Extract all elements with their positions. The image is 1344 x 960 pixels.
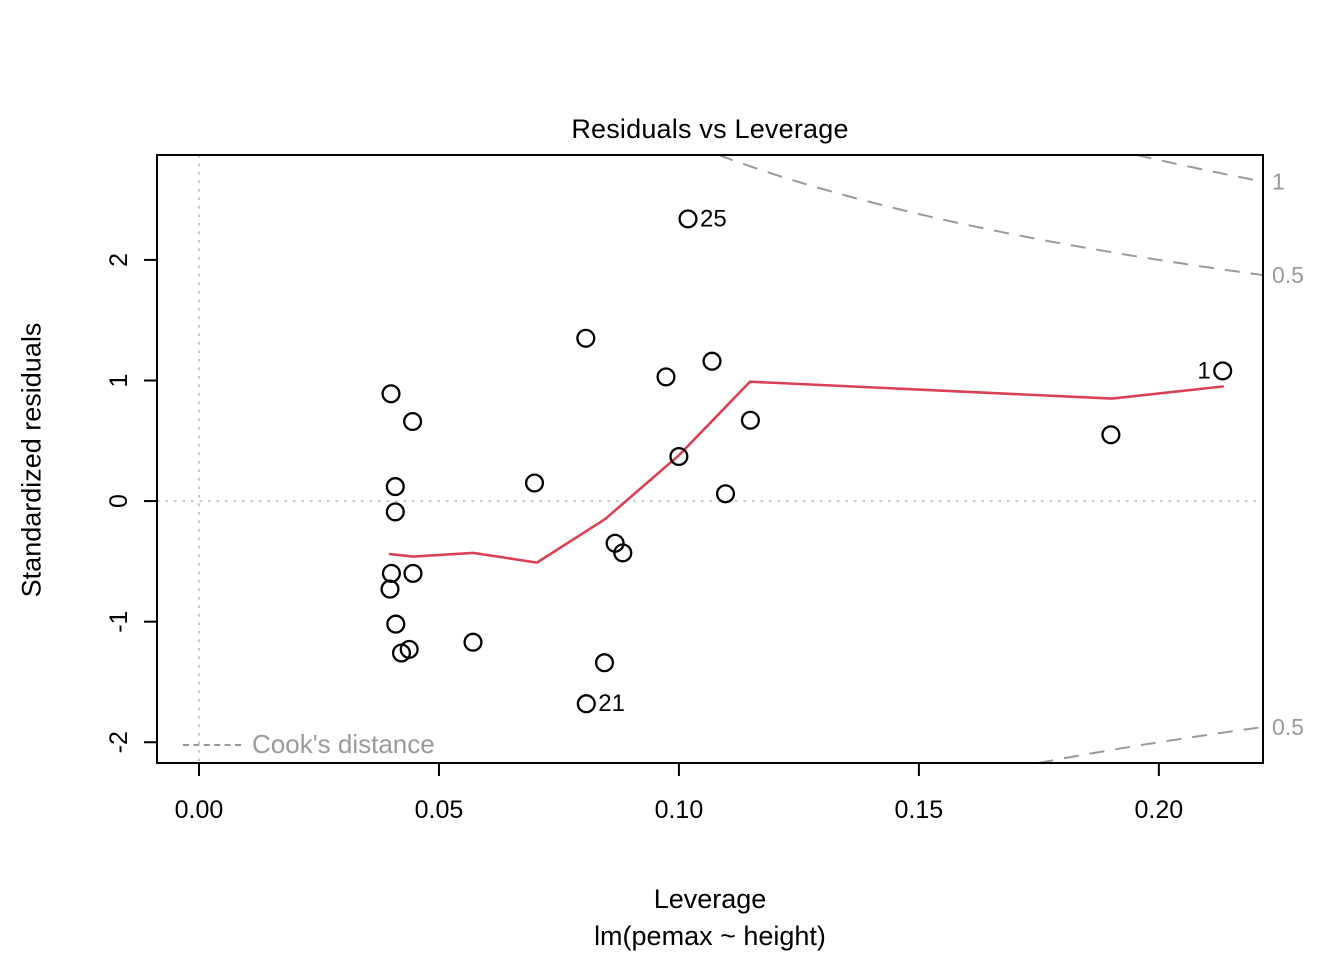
x-tick-label: 0.00 [175,796,224,824]
y-tick-label: -2 [105,731,133,753]
data-point [740,410,760,430]
point-label-21: 21 [598,690,625,717]
dashed-line-swatch [183,743,241,746]
x-axis: 0.00 0.05 0.10 0.15 0.20 [175,763,1184,824]
data-point [403,563,423,583]
data-point [385,477,405,497]
smooth-line [388,380,1224,564]
data-point [576,328,596,348]
x-axis-subtitle: lm(pemax ~ height) [594,921,826,951]
cook-contour-label: 0.5 [1272,262,1304,288]
data-points: 21 25 1 [380,205,1233,717]
cook-distance-contour-0.5-upper [718,155,1263,277]
legend-label: Cook's distance [252,729,435,759]
x-tick-label: 0.15 [895,796,944,824]
data-point [669,446,689,467]
data-point [381,384,401,404]
data-point [386,614,406,634]
cook-distance-contour-1-upper [1136,155,1263,183]
point-label-1: 1 [1197,357,1210,384]
data-point [702,351,722,371]
data-point [656,367,676,387]
x-axis-title: Leverage [653,884,767,914]
data-point [576,694,596,714]
data-point [463,632,483,652]
data-point [380,579,400,599]
data-point [715,484,736,504]
data-point [1101,425,1121,445]
data-point [678,209,698,229]
y-tick-label: 1 [105,374,133,388]
y-tick-label: 2 [105,253,133,267]
data-point [1213,361,1233,381]
x-tick-label: 0.20 [1135,796,1184,824]
plot-area [157,155,1263,763]
data-point [403,411,423,432]
y-axis: -2 -1 0 1 2 [105,253,157,753]
y-axis-title: Standardized residuals [16,322,47,598]
data-point [381,563,401,583]
x-tick-label: 0.10 [655,796,704,824]
plot-border [156,154,1264,764]
data-point [524,473,545,493]
data-point [385,502,405,522]
y-tick-label: 0 [105,494,133,508]
cooks-distance-legend: Cook's distance [183,729,435,760]
cook-contour-label: 0.5 [1272,714,1304,740]
data-point [613,543,633,563]
point-label-25: 25 [700,205,727,232]
cook-distance-contour-0.5-lower [1038,726,1263,763]
data-point [594,653,615,673]
cook-contour-label: 1 [1272,169,1285,195]
data-point [399,639,419,659]
x-tick-label: 0.05 [415,796,464,824]
y-tick-label: -1 [105,611,133,633]
chart-title: Residuals vs Leverage [571,114,849,144]
